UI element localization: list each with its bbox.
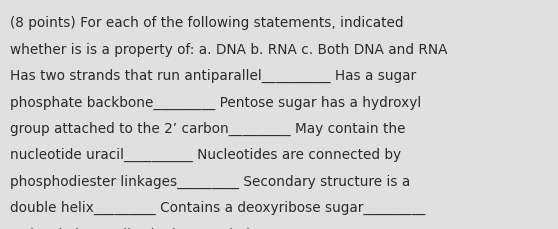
Text: (8 points) For each of the following statements, indicated: (8 points) For each of the following sta… [10, 16, 403, 30]
Text: group attached to the 2’ carbon_________ May contain the: group attached to the 2’ carbon_________… [10, 121, 406, 135]
Text: phosphodiester linkages_________ Secondary structure is a: phosphodiester linkages_________ Seconda… [10, 174, 410, 188]
Text: Molecule is usually single-stranded_____: Molecule is usually single-stranded_____ [10, 227, 284, 229]
Text: Has two strands that run antiparallel__________ Has a sugar: Has two strands that run antiparallel___… [10, 69, 416, 83]
Text: phosphate backbone_________ Pentose sugar has a hydroxyl: phosphate backbone_________ Pentose suga… [10, 95, 421, 109]
Text: double helix_________ Contains a deoxyribose sugar_________: double helix_________ Contains a deoxyri… [10, 200, 425, 214]
Text: whether is is a property of: a. DNA b. RNA c. Both DNA and RNA: whether is is a property of: a. DNA b. R… [10, 42, 448, 56]
Text: nucleotide uracil__________ Nucleotides are connected by: nucleotide uracil__________ Nucleotides … [10, 148, 401, 162]
